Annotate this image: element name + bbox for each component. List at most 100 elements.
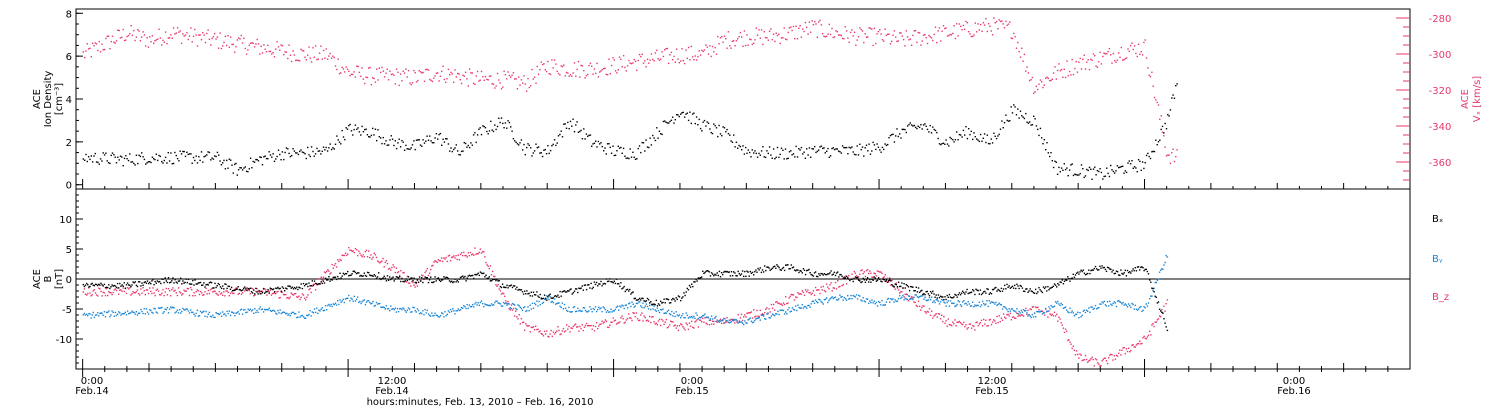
data-point [807,269,809,271]
data-point [486,264,488,266]
data-point [317,312,319,314]
data-point [635,302,638,305]
data-point [993,288,995,291]
data-point [417,281,420,283]
data-point [717,35,719,38]
data-point [137,162,139,165]
data-point [1164,261,1166,264]
data-point [380,278,382,281]
data-point [693,59,695,61]
data-point [486,78,488,81]
data-point [945,139,947,141]
data-point [165,287,167,290]
data-point [353,251,355,254]
data-point [977,289,979,292]
data-point [319,283,321,285]
data-point [682,60,684,62]
data-point [710,315,713,317]
data-point [714,125,716,127]
data-point [262,311,265,313]
data-point [734,146,736,148]
data-point [340,277,342,279]
data-point [783,303,786,306]
data-point [559,290,561,293]
data-point [581,138,584,140]
data-point [747,44,749,46]
data-point [767,313,769,315]
data-point [812,300,815,302]
data-point [630,305,632,308]
data-point [149,36,151,38]
data-point [469,305,472,308]
data-point [1009,310,1011,312]
data-point [946,301,948,304]
data-point [143,290,145,292]
data-point [897,298,900,300]
data-point [103,292,106,294]
data-point [603,150,605,152]
data-point [885,279,888,281]
data-point [606,74,609,76]
data-point [244,309,246,311]
data-point [537,146,540,148]
data-point [798,293,800,295]
data-point [547,60,549,63]
data-point [454,313,456,315]
data-point [101,43,103,45]
data-point [872,302,874,304]
data-point [814,145,816,148]
data-point [941,298,943,301]
data-point [94,314,97,316]
data-point [944,143,946,145]
data-point [1011,316,1014,318]
data-point [326,279,328,281]
data-point [518,76,520,78]
data-point [662,308,664,310]
data-point [908,39,910,41]
data-point [469,275,472,277]
data-point [763,156,765,158]
data-point [1112,269,1114,271]
data-point [788,151,791,153]
data-point [239,309,242,311]
data-point [989,318,992,321]
data-point [364,303,367,306]
data-point [126,35,128,38]
data-point [959,304,962,306]
data-point [972,138,974,141]
data-point [831,296,833,298]
y-right-tick-label: -300 [1429,50,1452,61]
data-point [672,315,674,317]
data-point [162,278,164,280]
data-point [113,289,115,291]
data-point [610,281,612,283]
data-point [545,70,548,73]
data-point [772,266,775,268]
data-point [95,283,98,286]
data-point [963,291,965,294]
data-point [934,296,936,298]
data-point [307,54,309,56]
data-point [619,321,621,323]
data-point [1072,312,1074,314]
data-point [569,74,572,76]
data-point [336,68,338,71]
data-point [408,278,411,281]
data-point [819,146,821,148]
data-point [109,315,111,318]
data-point [415,281,417,284]
data-point [512,138,515,140]
data-point [272,292,275,294]
y-tick-label: 6 [66,52,72,63]
data-point [595,140,597,142]
data-point [968,128,970,130]
data-point [625,319,628,321]
data-point [405,311,407,313]
data-point [292,311,295,314]
data-point [196,162,199,164]
data-point [1142,309,1144,311]
data-point [277,149,280,151]
data-point [445,256,447,259]
data-point [1036,307,1038,309]
data-point [664,321,666,323]
